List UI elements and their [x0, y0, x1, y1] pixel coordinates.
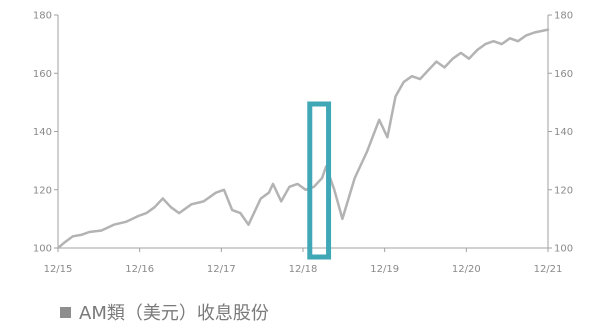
right-tick-label: 140: [554, 127, 573, 138]
y-tick-label: 140: [33, 127, 52, 138]
right-tick-label: 180: [554, 11, 573, 22]
x-tick-label: 12/21: [534, 264, 563, 275]
right-tick-label: 120: [554, 185, 573, 196]
axes: [57, 15, 549, 249]
legend: AM類（美元）收息股份: [60, 299, 269, 325]
y-tick-label: 160: [33, 69, 52, 80]
x-tick-label: 12/19: [370, 264, 399, 275]
right-axis-ticks: 100 120 140 160 180: [548, 11, 573, 255]
x-tick-label: 12/15: [44, 264, 73, 275]
highlight-layer: [307, 101, 332, 260]
left-axis-ticks: 100 120 140 160 180: [33, 11, 58, 255]
x-axis-ticks: 12/15 12/16 12/17 12/18 12/19 12/20 12/21: [44, 248, 563, 275]
right-tick-label: 100: [554, 244, 573, 255]
x-tick-label: 12/17: [207, 264, 236, 275]
legend-swatch: [60, 306, 71, 318]
x-tick-label: 12/16: [125, 264, 154, 275]
y-tick-label: 100: [33, 244, 52, 255]
x-tick-label: 12/18: [289, 264, 318, 275]
y-tick-label: 180: [33, 11, 52, 22]
highlight-box: [307, 101, 332, 260]
legend-label: AM類（美元）收息股份: [79, 303, 269, 324]
series-layer: [56, 28, 550, 250]
x-tick-label: 12/20: [452, 264, 481, 275]
right-tick-label: 160: [554, 69, 573, 80]
series-line: [56, 28, 550, 250]
y-tick-label: 120: [33, 185, 52, 196]
